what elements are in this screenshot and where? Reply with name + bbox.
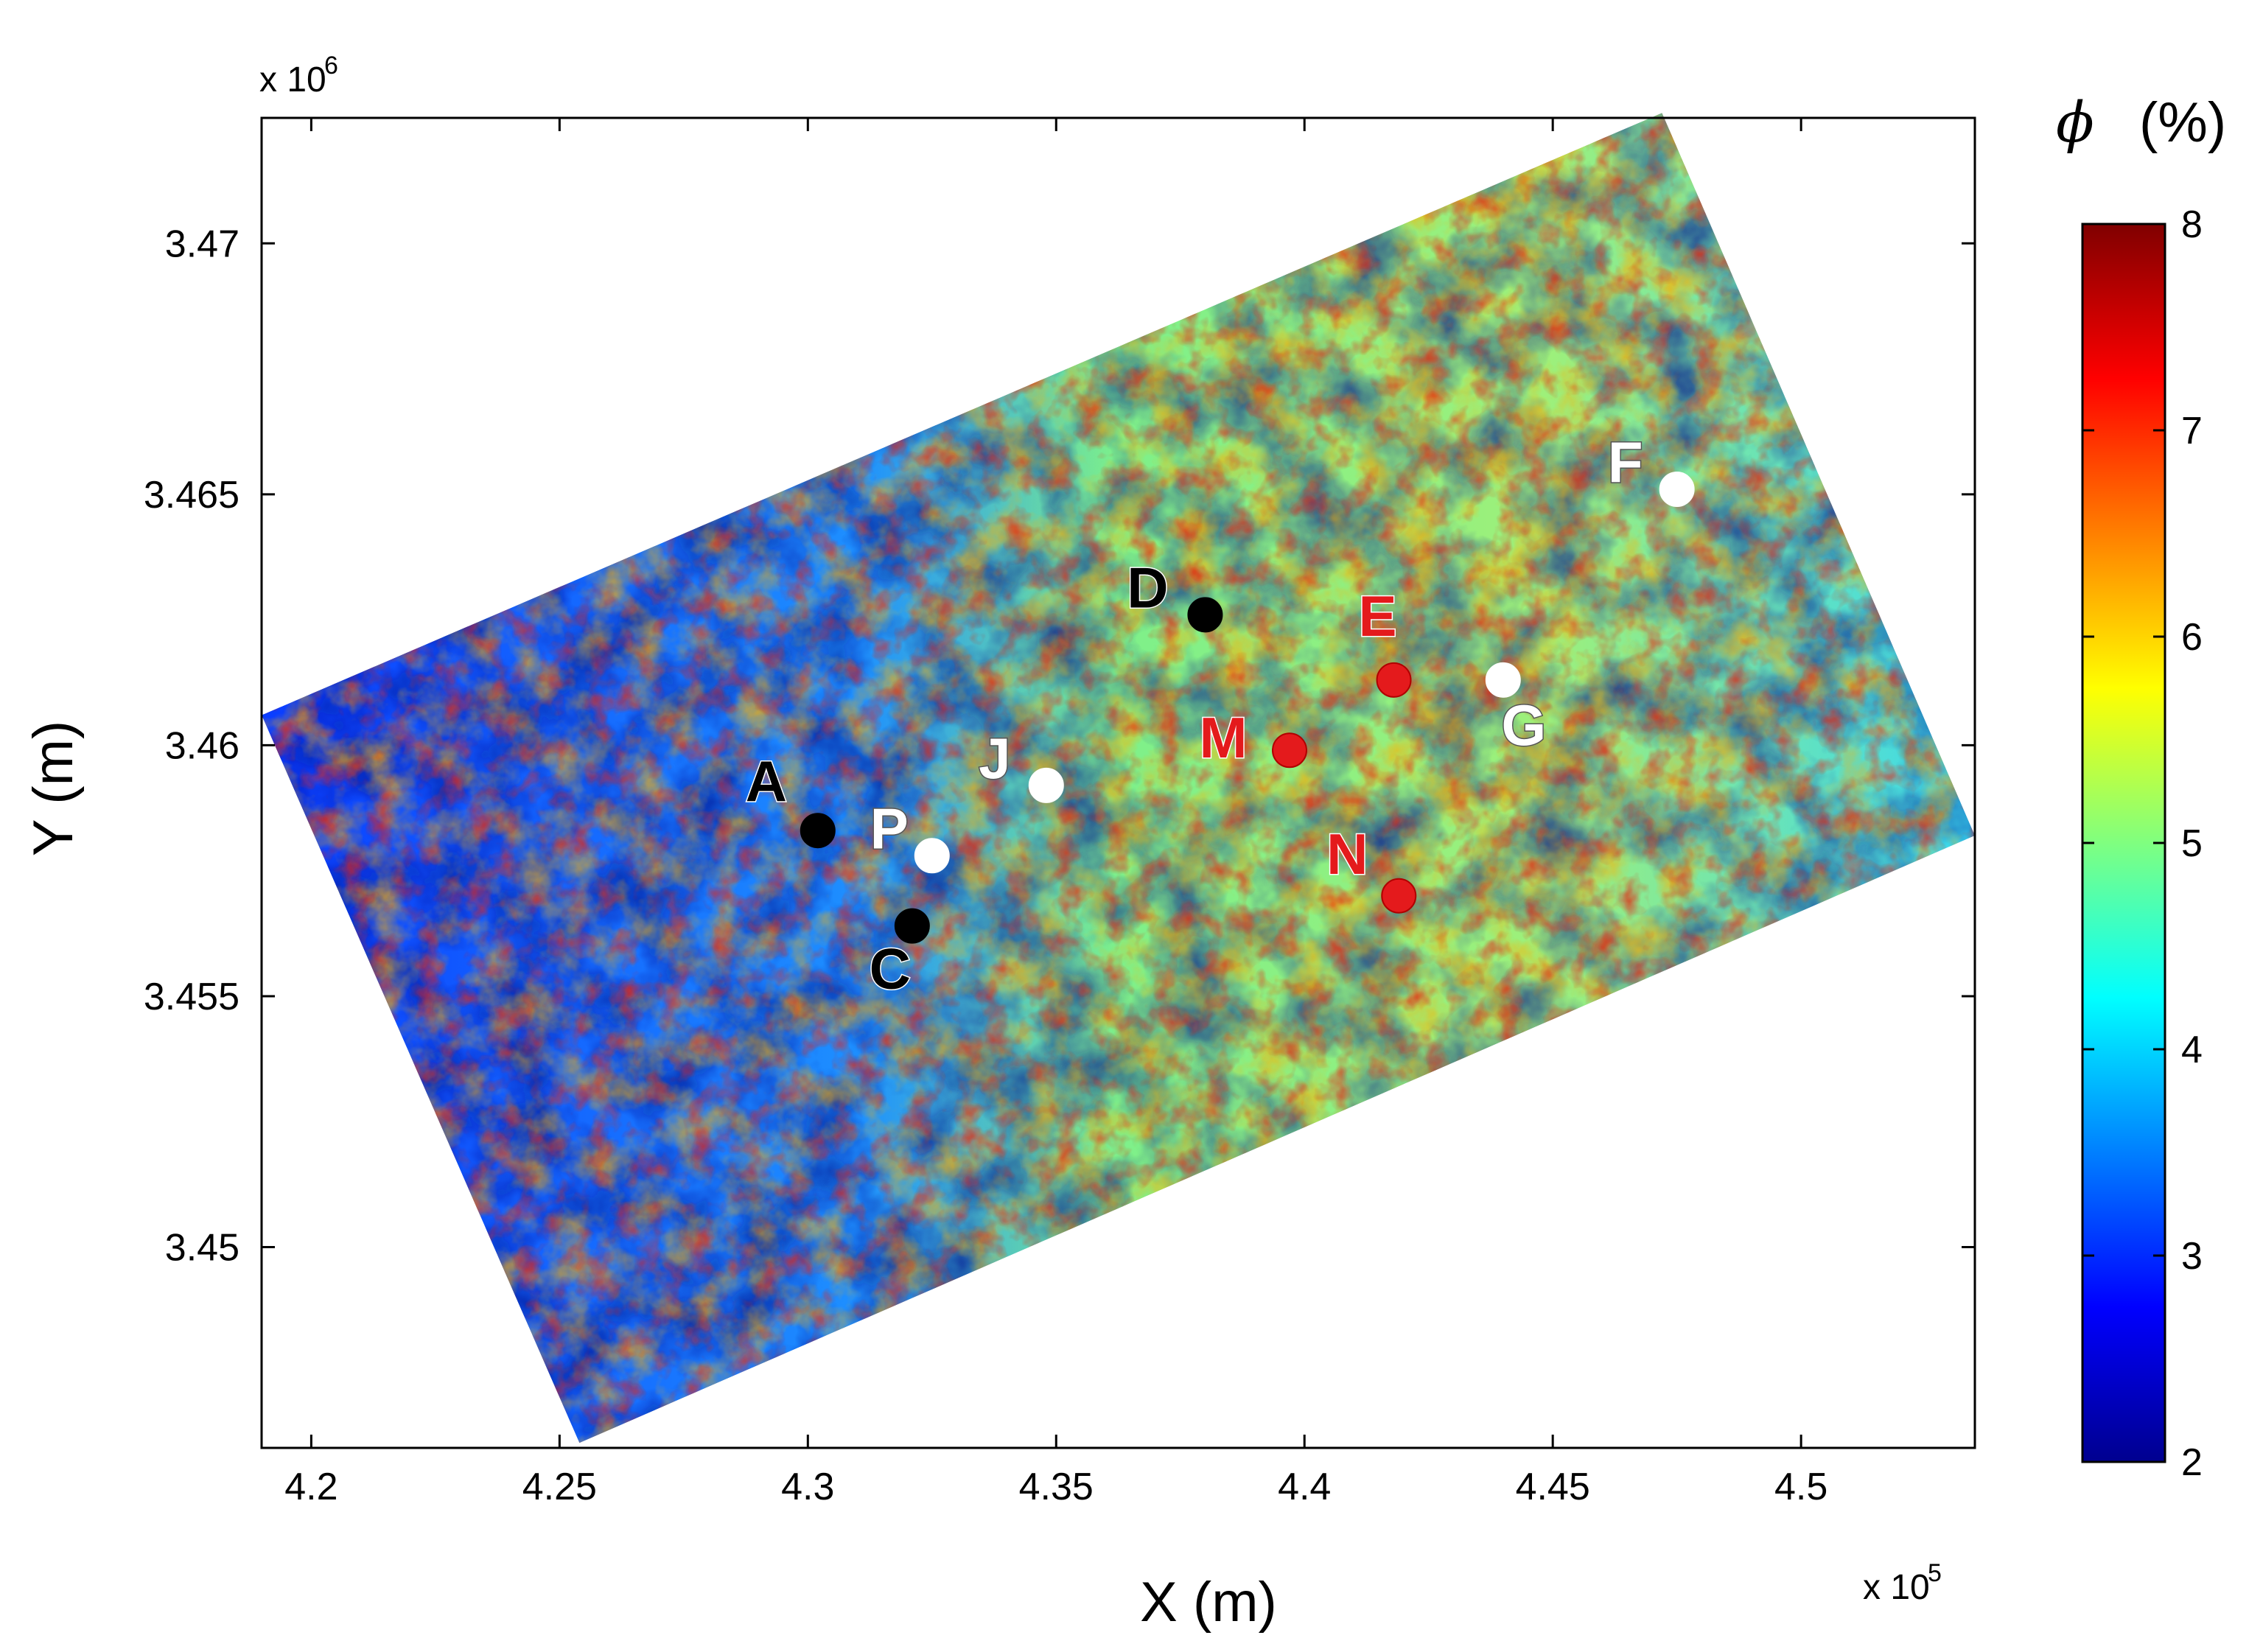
colorbar-tick-label: 4 — [2181, 1029, 2203, 1071]
y-tick-label: 3.46 — [165, 724, 239, 767]
y-axis-ticks: 3.45 3.455 3.46 3.465 3.47 — [144, 223, 1975, 1270]
well-c: C — [868, 908, 930, 1002]
well-label-a: A — [746, 749, 787, 813]
well-m: M — [1198, 704, 1307, 771]
well-marker-d — [1187, 597, 1223, 633]
colorbar: 2 3 4 5 6 7 8 ϕ (%) — [2056, 89, 2226, 1484]
x-axis-title: X (m) — [1140, 1571, 1277, 1634]
y-tick-label: 3.47 — [165, 223, 239, 265]
well-j: J — [978, 724, 1064, 803]
x-tick-label: 4.3 — [781, 1466, 834, 1508]
well-n: N — [1326, 820, 1417, 914]
well-a: A — [744, 748, 836, 849]
well-marker-a — [800, 813, 836, 849]
x-axis-ticks: 4.2 4.25 4.3 4.35 4.4 4.45 4.5 — [284, 118, 1827, 1508]
well-label-m: M — [1200, 705, 1248, 770]
y-axis-multiplier: x 10 6 — [259, 52, 338, 99]
x-tick-label: 4.4 — [1278, 1466, 1331, 1508]
well-marker-e — [1376, 662, 1412, 698]
well-marker-g — [1485, 662, 1521, 698]
well-label-n: N — [1326, 822, 1368, 886]
well-e: E — [1357, 582, 1412, 698]
well-p: P — [869, 795, 950, 874]
well-marker-n — [1381, 878, 1417, 914]
colorbar-tick-label: 6 — [2181, 616, 2203, 659]
well-marker-p — [914, 838, 950, 874]
svg-text:6: 6 — [324, 52, 338, 80]
y-tick-label: 3.455 — [144, 976, 239, 1018]
colorbar-tick-label: 2 — [2181, 1441, 2203, 1484]
well-d: D — [1126, 554, 1223, 633]
x-tick-label: 4.2 — [284, 1466, 337, 1508]
well-label-e: E — [1359, 584, 1397, 648]
x-tick-label: 4.45 — [1516, 1466, 1590, 1508]
well-label-p: P — [870, 796, 909, 861]
svg-text:x 10: x 10 — [259, 60, 326, 99]
well-label-g: G — [1501, 693, 1546, 757]
x-axis-multiplier: x 10 5 — [1863, 1559, 1942, 1607]
svg-text:x 10: x 10 — [1863, 1568, 1930, 1607]
plot-axes-frame — [260, 116, 1976, 1449]
well-f: F — [1606, 429, 1695, 508]
colorbar-gradient — [2081, 223, 2166, 1463]
well-marker-m — [1272, 732, 1307, 769]
well-marker-c — [894, 908, 930, 944]
colorbar-tick-label: 5 — [2181, 822, 2203, 865]
y-tick-label: 3.45 — [165, 1227, 239, 1270]
well-label-f: F — [1608, 430, 1643, 494]
colorbar-tick-label: 3 — [2181, 1235, 2203, 1278]
y-axis-title: Y (m) — [22, 721, 85, 856]
x-tick-label: 4.25 — [522, 1466, 597, 1508]
y-tick-label: 3.465 — [144, 474, 239, 517]
colorbar-title: ϕ (%) — [2056, 89, 2226, 155]
colorbar-tick-label: 7 — [2181, 410, 2203, 452]
well-g: G — [1485, 662, 1547, 758]
well-marker-j — [1028, 767, 1064, 803]
svg-text:5: 5 — [1928, 1559, 1942, 1587]
well-label-j: J — [979, 726, 1010, 791]
well-label-d: D — [1127, 555, 1168, 620]
well-markers: A C D E F G J M N P — [744, 429, 1695, 1002]
colorbar-tick-label: 8 — [2181, 203, 2203, 246]
well-marker-f — [1659, 472, 1695, 508]
well-label-c: C — [870, 937, 911, 1001]
colorbar-ticks: 2 3 4 5 6 7 8 — [2082, 203, 2203, 1484]
x-tick-label: 4.35 — [1019, 1466, 1094, 1508]
x-tick-label: 4.5 — [1774, 1466, 1827, 1508]
